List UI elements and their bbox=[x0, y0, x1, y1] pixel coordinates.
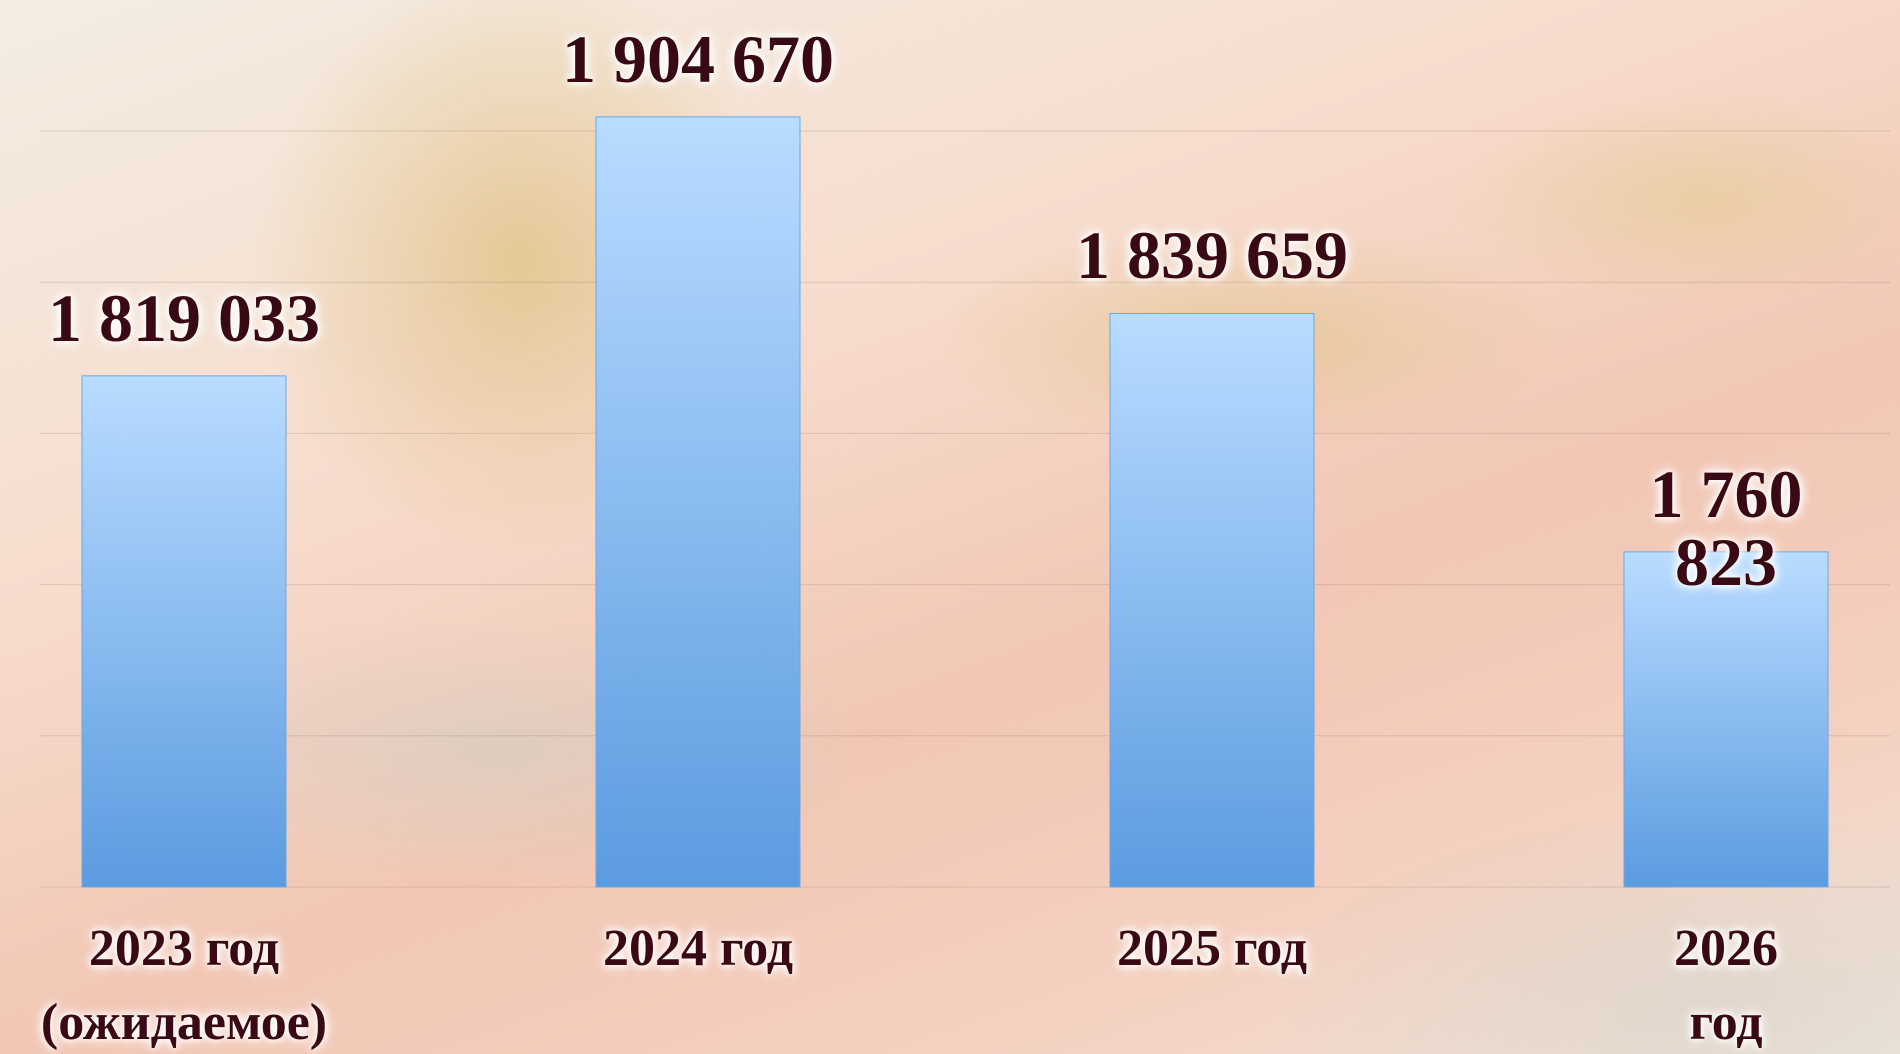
value-label: 1 819 033 bbox=[48, 279, 320, 356]
bar bbox=[595, 116, 801, 888]
bar bbox=[1109, 312, 1315, 888]
bar bbox=[1623, 551, 1829, 888]
x-tick-label: 2024 год bbox=[602, 920, 794, 977]
value-label: 1 839 659 bbox=[1076, 217, 1348, 294]
x-tick-label: 2026 год bbox=[1674, 920, 1778, 1051]
x-tick-label: 2023 год (ожидаемое) bbox=[40, 920, 328, 1051]
value-label: 1 904 670 bbox=[562, 20, 834, 97]
value-label: 1 760 823 bbox=[1649, 455, 1803, 600]
bar bbox=[81, 375, 287, 888]
x-tick-label: 2025 год bbox=[1116, 920, 1308, 977]
